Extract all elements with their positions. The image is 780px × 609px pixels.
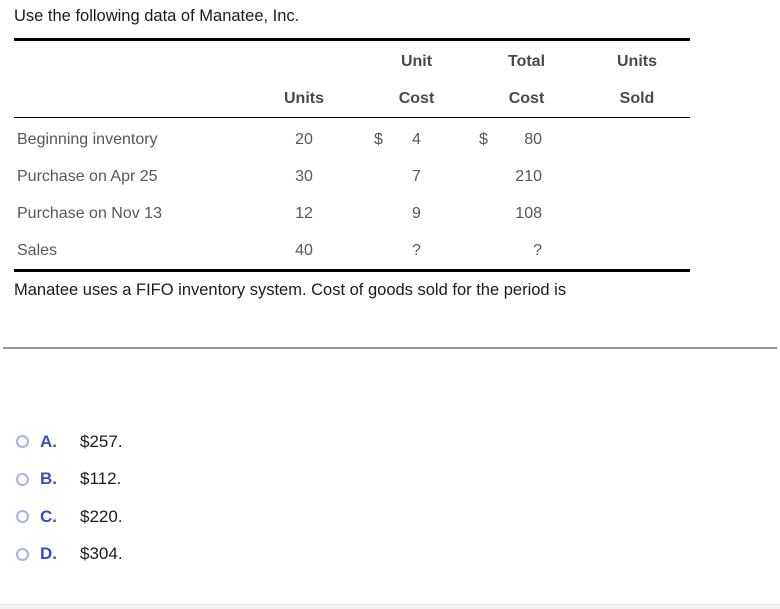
option-value: $112.	[80, 469, 122, 489]
row-label-cell: Beginning inventory	[17, 130, 158, 148]
unit-cost-cell: 4	[412, 130, 421, 148]
inventory-table: Unit Total Units Units Cost Cost Sold Be…	[14, 38, 690, 272]
section-divider	[3, 347, 777, 349]
radio-button[interactable]	[16, 472, 29, 486]
header-total-cost-line1: Total	[507, 52, 546, 70]
table-row: Purchase on Nov 13 12 9 108	[14, 195, 690, 232]
option-value: $220.	[80, 506, 123, 526]
row-label-cell: Sales	[17, 241, 58, 259]
total-cost-cell: 108	[515, 204, 542, 222]
units-cell: 40	[295, 241, 313, 259]
total-cost-cell: ?	[533, 241, 542, 259]
header-units-sold-line2: Sold	[619, 89, 655, 107]
units-cell: 20	[295, 130, 313, 148]
header-units: Units	[284, 89, 324, 107]
question-text: Manatee uses a FIFO inventory system. Co…	[14, 281, 567, 299]
table-row: Sales 40 ? ?	[14, 232, 690, 269]
table-row: Beginning inventory 20 $ 4 $ 80	[14, 121, 690, 158]
option-letter: D.	[40, 544, 57, 564]
header-unit-cost-line2: Cost	[398, 89, 435, 107]
total-cost-cell: 210	[515, 167, 542, 185]
dollar-sign: $	[374, 130, 383, 148]
option-value: $304.	[80, 544, 123, 564]
unit-cost-cell: ?	[412, 241, 421, 259]
row-label-cell: Purchase on Apr 25	[17, 167, 158, 185]
answer-option-d[interactable]: D. $304.	[16, 536, 123, 574]
option-letter: A.	[40, 431, 57, 451]
option-letter: B.	[40, 469, 57, 489]
header-total-cost-line2: Cost	[508, 89, 545, 107]
answer-option-a[interactable]: A. $257.	[16, 423, 123, 461]
answer-options: A. $257. B. $112. C. $220. D. $304.	[16, 423, 123, 573]
dollar-sign: $	[479, 130, 488, 148]
row-label-cell: Purchase on Nov 13	[17, 204, 162, 222]
units-cell: 12	[295, 204, 313, 222]
units-cell: 30	[295, 167, 313, 185]
header-row-1: Unit Total Units	[14, 43, 690, 80]
radio-button[interactable]	[16, 435, 29, 449]
option-letter: C.	[40, 506, 57, 526]
total-cost-cell: 80	[524, 130, 542, 148]
option-value: $257.	[80, 431, 123, 451]
radio-button[interactable]	[16, 510, 29, 524]
answer-option-b[interactable]: B. $112.	[16, 461, 123, 499]
question-context-title: Use the following data of Manatee, Inc.	[14, 7, 300, 25]
header-units-sold-line1: Units	[617, 52, 657, 70]
table-header: Unit Total Units Units Cost Cost Sold	[14, 41, 690, 118]
table-row: Purchase on Apr 25 30 7 210	[14, 158, 690, 195]
answer-option-c[interactable]: C. $220.	[16, 498, 123, 536]
header-row-2: Units Cost Cost Sold	[14, 80, 690, 117]
unit-cost-cell: 7	[412, 167, 421, 185]
radio-button[interactable]	[16, 547, 29, 561]
unit-cost-cell: 9	[412, 204, 421, 222]
table-body: Beginning inventory 20 $ 4 $ 80 Purchase…	[14, 118, 690, 269]
header-unit-cost-line1: Unit	[400, 52, 433, 70]
bottom-divider-bar	[0, 604, 780, 609]
